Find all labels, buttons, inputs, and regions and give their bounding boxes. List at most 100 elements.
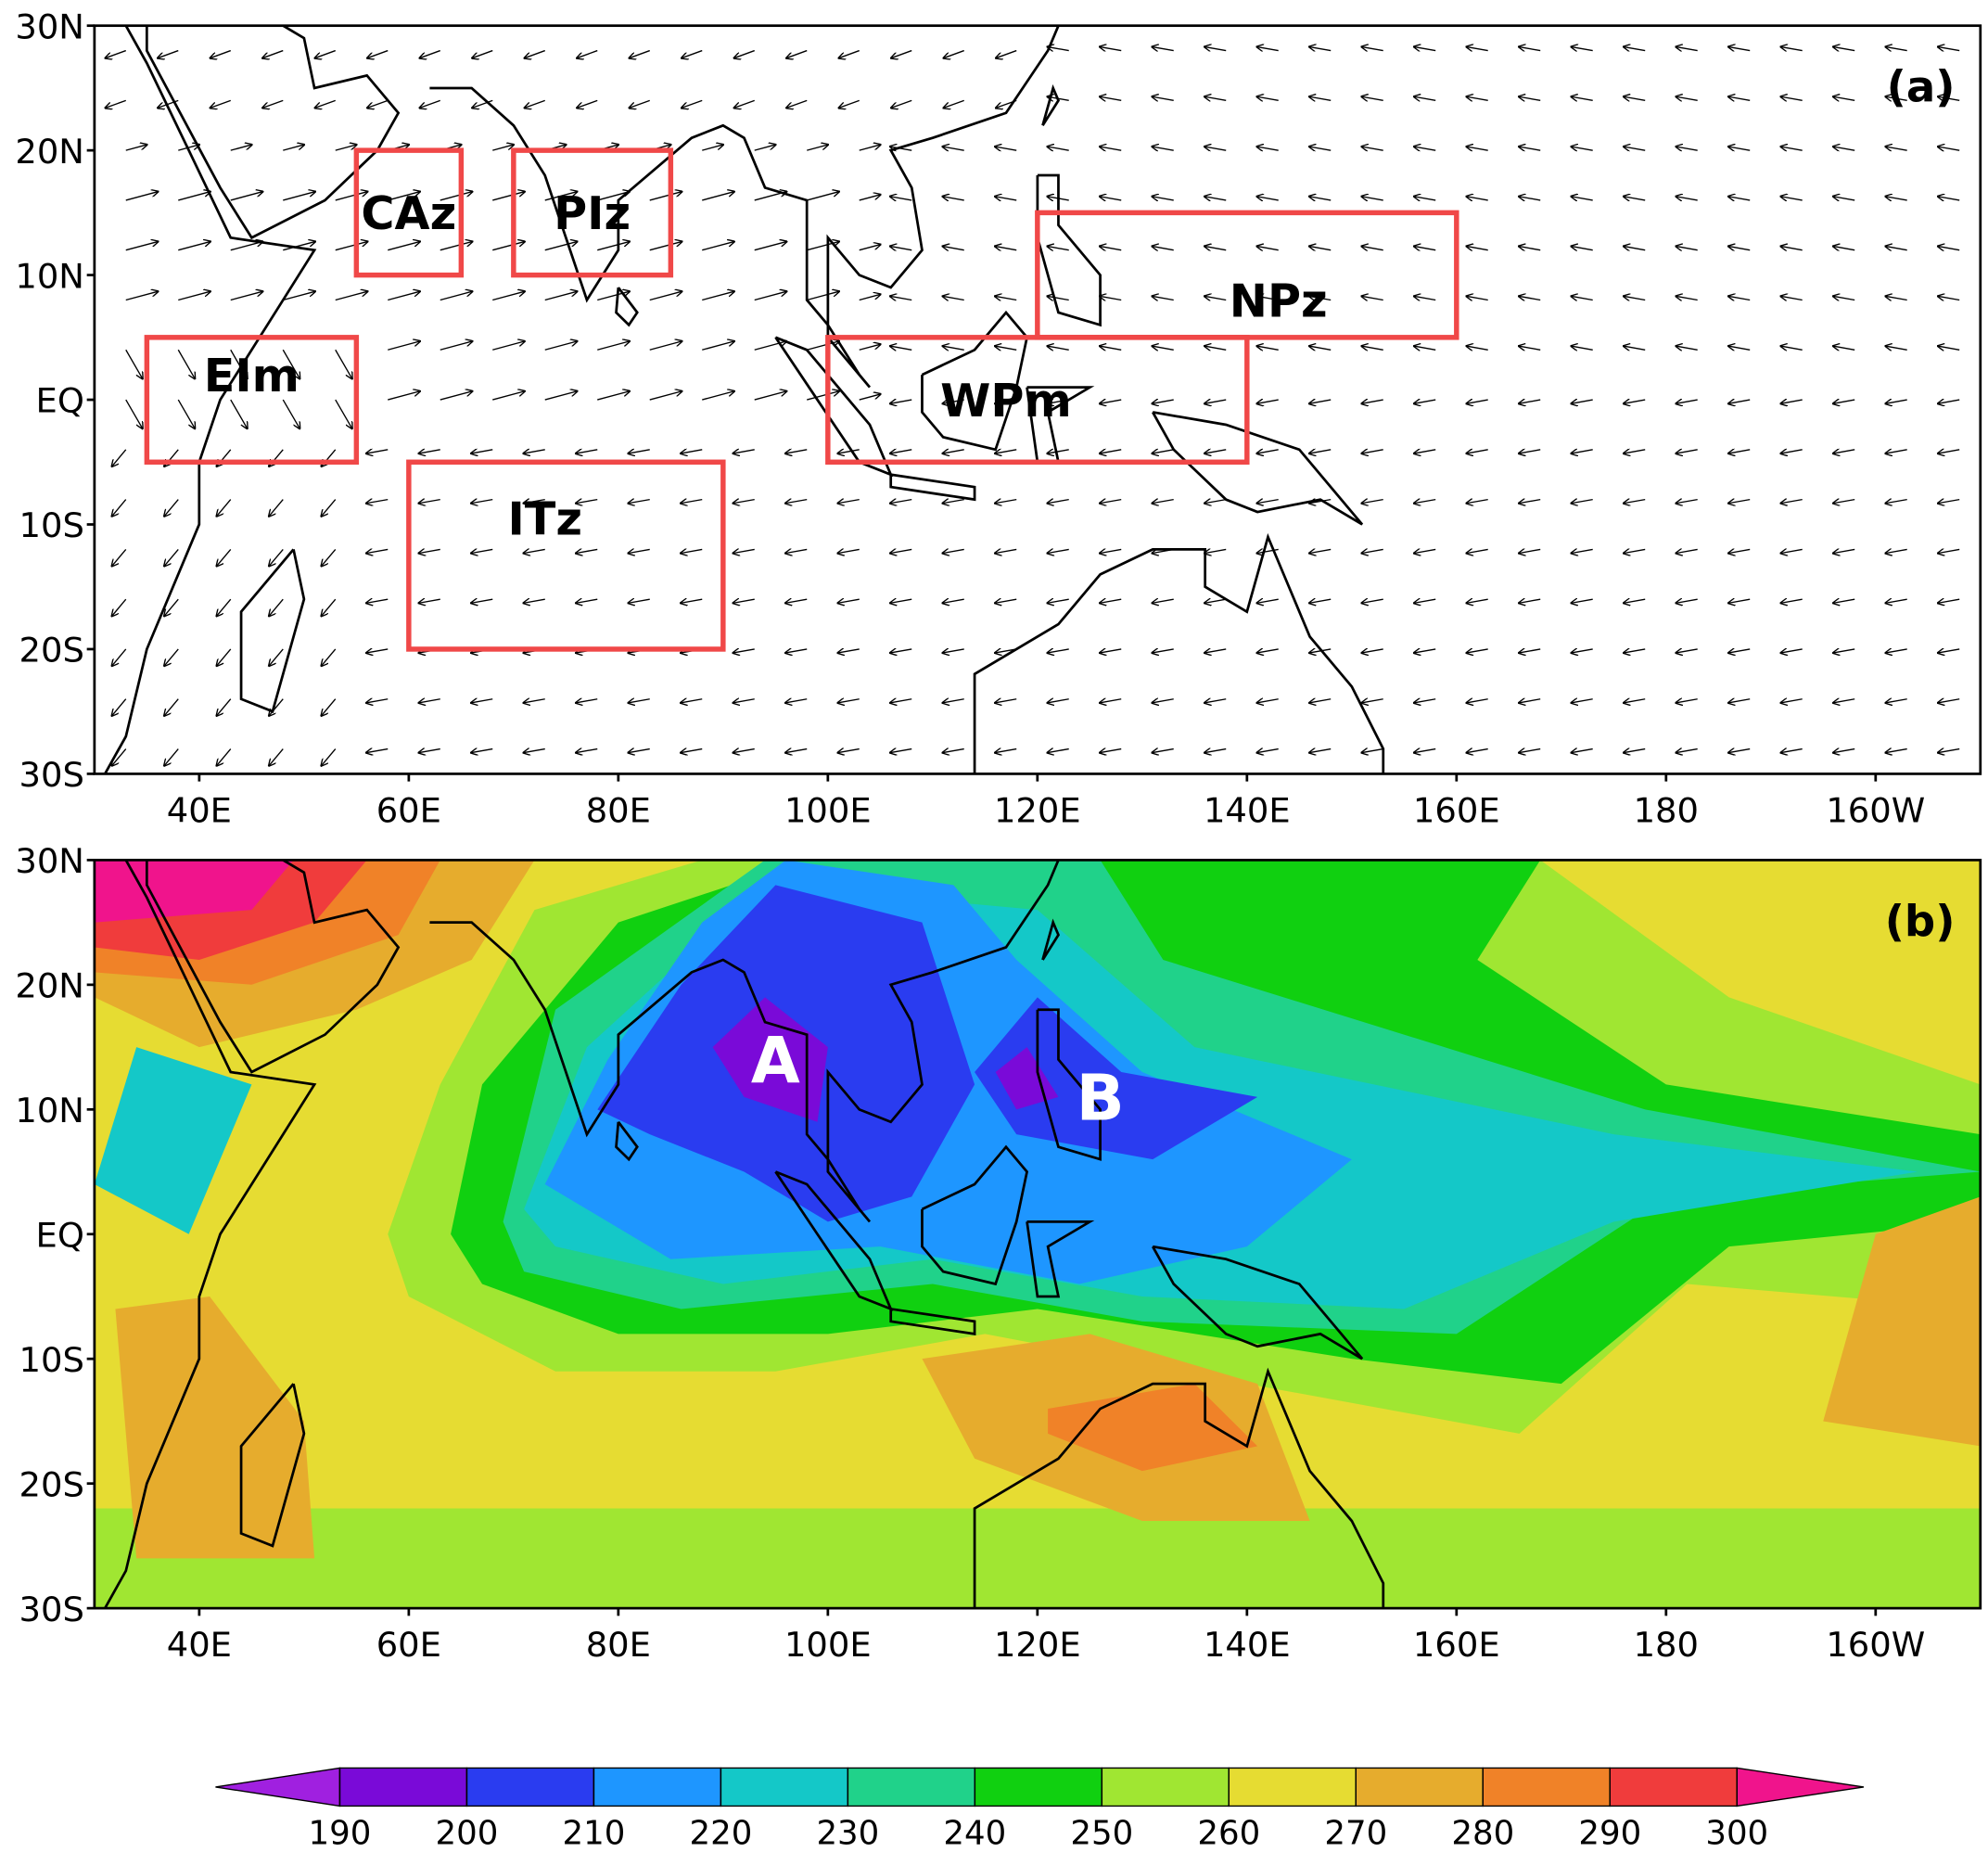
wind-vector (420, 49, 440, 58)
wind-vector (1572, 147, 1593, 150)
wind-vector (1624, 296, 1646, 300)
wind-vector (472, 99, 493, 108)
annotation: B (1077, 1062, 1125, 1135)
wind-vector (282, 349, 299, 378)
wind-vector (440, 341, 472, 351)
coastline (1026, 386, 1095, 464)
wind-vector (1519, 346, 1541, 350)
wind-vector (1886, 500, 1907, 504)
wind-vector (230, 145, 252, 151)
panel-b-map (94, 860, 1981, 1609)
lat-tick-label: 10N (15, 256, 84, 296)
lon-tick-label: 180 (1634, 1625, 1699, 1665)
wind-vector (217, 648, 232, 666)
wind-vector (217, 548, 232, 566)
wind-vector (269, 648, 284, 666)
wind-vector (388, 391, 419, 401)
wind-vector (366, 599, 389, 603)
wind-vector (262, 49, 284, 58)
wind-vector (1572, 699, 1593, 703)
wind-vector (629, 500, 650, 504)
wind-vector (890, 400, 912, 403)
wind-vector (890, 699, 912, 703)
wind-vector (217, 748, 232, 766)
wind-vector (1519, 147, 1541, 150)
wind-vector (943, 649, 964, 653)
wind-vector (1153, 47, 1174, 51)
wind-vector (322, 548, 337, 566)
wind-vector (702, 341, 733, 351)
wind-vector (544, 291, 577, 301)
wind-vector (106, 49, 127, 58)
wind-vector (1362, 599, 1383, 603)
wind-vector (859, 245, 880, 251)
wind-vector (524, 749, 545, 753)
wind-vector (702, 291, 733, 301)
wind-vector (1624, 450, 1646, 453)
wind-vector (1833, 247, 1855, 250)
wind-vector (125, 145, 147, 151)
wind-vector (681, 699, 703, 703)
wind-vector (1362, 699, 1383, 703)
wind-vector (1257, 549, 1279, 553)
wind-vector (681, 749, 703, 753)
wind-vector (106, 99, 126, 108)
wind-vector (125, 242, 158, 251)
wind-vector (890, 599, 912, 603)
wind-vector (1467, 197, 1488, 200)
wind-vector (1100, 197, 1122, 200)
wind-vector (1204, 450, 1227, 453)
wind-vector (890, 247, 912, 250)
wind-vector (366, 549, 389, 553)
wind-vector (492, 291, 524, 301)
wind-vector (1519, 47, 1541, 51)
wind-vector (838, 450, 860, 453)
wind-vector (890, 549, 912, 553)
wind-vector (1781, 599, 1803, 603)
wind-vector (1153, 96, 1174, 100)
wind-vector (1728, 47, 1751, 51)
wind-vector (1886, 549, 1907, 553)
wind-vector (1624, 749, 1646, 753)
lon-tick-label: 140E (1204, 1625, 1291, 1665)
region-label: PIz (554, 186, 631, 240)
lon-tick-label: 180 (1634, 790, 1699, 830)
lat-tick-label: EQ (36, 381, 84, 421)
wind-vector (943, 699, 964, 703)
wind-vector (544, 341, 577, 351)
wind-vector (1519, 549, 1541, 553)
wind-vector (440, 242, 472, 251)
wind-vector (1257, 96, 1279, 100)
lat-tick-label: 20N (15, 966, 84, 1006)
wind-vector (1833, 450, 1855, 453)
wind-vector (1781, 247, 1803, 250)
wind-vector (733, 649, 755, 653)
wind-vector (1362, 296, 1383, 300)
region-box (1035, 210, 1459, 340)
wind-vector (1938, 500, 1960, 504)
wind-vector (1153, 296, 1174, 300)
wind-vector (1100, 147, 1122, 150)
wind-vector (1624, 346, 1646, 350)
wind-vector (269, 698, 284, 716)
wind-vector (754, 145, 775, 151)
wind-vector (702, 145, 722, 151)
wind-vector (839, 49, 860, 58)
wind-vector (335, 349, 352, 378)
wind-vector (1886, 599, 1907, 603)
region-label: ITz (507, 492, 582, 546)
wind-vector (1467, 450, 1488, 453)
wind-vector (597, 242, 629, 251)
wind-vector (524, 599, 545, 603)
wind-vector (995, 450, 1017, 453)
wind-vector (1624, 147, 1646, 150)
coastline (1036, 1008, 1102, 1161)
wind-vector (1100, 699, 1122, 703)
wind-vector (1414, 400, 1436, 403)
wind-vector (1153, 400, 1174, 403)
wind-vector (388, 341, 419, 351)
wind-vector (1257, 400, 1279, 403)
wind-vector (1362, 400, 1383, 403)
wind-vector (807, 192, 838, 201)
wind-vector (388, 291, 419, 301)
